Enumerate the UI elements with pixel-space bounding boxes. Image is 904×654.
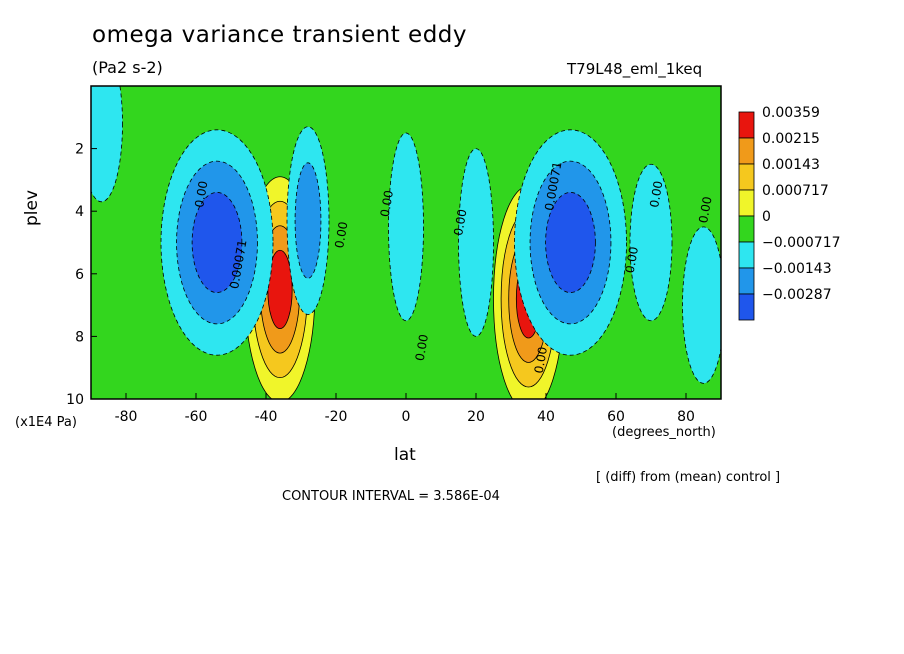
y-axis: 2 4 6 8 10 [66,142,97,408]
x-tick-label: -20 [325,409,348,425]
legend-label: 0.00359 [762,105,820,121]
contour-label: 0.00 [451,208,469,237]
legend-label: 0.00143 [762,157,820,173]
legend-swatch [738,293,755,321]
contour-band-2-2 [191,192,243,293]
contour-band-3-2 [545,192,596,293]
legend-swatch [738,111,755,139]
diff-note: [ (diff) from (mean) control ] [596,470,781,485]
y-axis-label: plev [22,189,42,226]
legend-swatch [738,215,755,243]
x-tick-label: 60 [607,409,625,425]
y-tick-label: 8 [75,329,84,345]
run-id: T79L48_eml_1keq [567,60,703,78]
y-tick-label: 10 [66,392,84,408]
chart-units: (Pa2 s-2) [92,58,163,77]
contour-band-5-0 [388,132,424,322]
contour-band-4-1 [294,162,322,279]
legend-label: −0.000717 [762,235,841,251]
contour-label: 0.00 [647,180,665,209]
contour-label: 0.00 [413,333,431,362]
x-tick-label: 0 [402,409,411,425]
contour-band-6-0 [458,148,494,337]
x-tick-label: 80 [677,409,695,425]
legend-label: 0.00215 [762,131,820,147]
x-tick-label: 20 [467,409,485,425]
legend-swatch [738,137,755,165]
x-tick-label: -40 [255,409,278,425]
color-legend: 0.00359 0.00215 0.00143 0.000717 0 −0.000717 −… [738,105,841,321]
contour-field [91,86,721,399]
x-axis: -80 -60 -40 -20 0 20 40 60 80 [115,393,695,425]
x-axis-label: lat [394,445,416,465]
contour-label: 0.00 [532,346,550,375]
legend-swatch [738,189,755,217]
contour-band-7-0 [91,86,123,203]
legend-swatch [738,267,755,295]
contour-band-8-0 [629,163,673,322]
legend-label: 0.000717 [762,183,829,199]
contour-label: 0.00 [378,189,396,218]
y-tick-label: 4 [75,204,84,220]
contour-band-9-0 [682,226,721,384]
legend-swatch [738,163,755,191]
contour-interval: CONTOUR INTERVAL = 3.586E-04 [282,489,500,504]
legend-label: 0 [762,209,771,225]
contour-label: 0.00 [192,180,210,209]
contour-label: 0.00 [623,246,641,275]
contour-label: 0.00 [332,221,350,250]
y-axis-units: (x1E4 Pa) [15,415,77,430]
legend-label: −0.00143 [762,261,832,277]
x-tick-label: -80 [115,409,138,425]
chart-title: omega variance transient eddy [92,22,467,48]
legend-label: −0.00287 [762,287,832,303]
x-axis-units: (degrees_north) [612,425,716,440]
y-tick-label: 6 [75,267,84,283]
legend-swatch [738,241,755,269]
x-tick-label: -60 [185,409,208,425]
x-tick-label: 40 [537,409,555,425]
contour-label: 0.00 [696,195,714,224]
y-tick-label: 2 [75,142,84,158]
